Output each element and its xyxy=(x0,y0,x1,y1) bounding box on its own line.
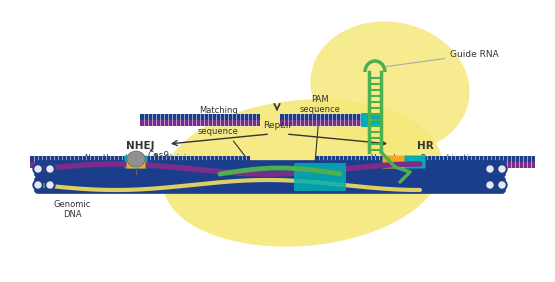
Ellipse shape xyxy=(127,151,145,167)
Circle shape xyxy=(497,164,507,174)
FancyBboxPatch shape xyxy=(35,177,505,193)
Text: Guide RNA: Guide RNA xyxy=(386,50,499,67)
FancyBboxPatch shape xyxy=(35,161,505,177)
Text: Cas9: Cas9 xyxy=(148,151,170,169)
Circle shape xyxy=(485,180,495,190)
Ellipse shape xyxy=(163,99,442,247)
Text: Non-Homologous End Joining: Non-Homologous End Joining xyxy=(84,154,195,163)
FancyBboxPatch shape xyxy=(42,174,498,180)
Circle shape xyxy=(45,180,55,190)
Circle shape xyxy=(499,166,505,172)
FancyBboxPatch shape xyxy=(140,120,260,126)
Text: Matching
genome
sequence: Matching genome sequence xyxy=(198,106,253,167)
FancyBboxPatch shape xyxy=(361,113,381,127)
Circle shape xyxy=(35,182,41,188)
FancyBboxPatch shape xyxy=(30,162,250,168)
FancyBboxPatch shape xyxy=(315,162,535,168)
Circle shape xyxy=(33,180,43,190)
Circle shape xyxy=(487,166,493,172)
Circle shape xyxy=(47,182,53,188)
FancyBboxPatch shape xyxy=(294,163,346,191)
Circle shape xyxy=(487,182,493,188)
Circle shape xyxy=(45,164,55,174)
Circle shape xyxy=(499,182,505,188)
FancyBboxPatch shape xyxy=(382,155,406,169)
Text: Genomic
DNA: Genomic DNA xyxy=(53,200,90,219)
FancyBboxPatch shape xyxy=(140,114,260,120)
FancyBboxPatch shape xyxy=(280,114,380,120)
FancyBboxPatch shape xyxy=(124,155,148,169)
Ellipse shape xyxy=(310,21,470,153)
FancyBboxPatch shape xyxy=(280,120,380,126)
Circle shape xyxy=(33,164,43,174)
Circle shape xyxy=(47,166,53,172)
FancyBboxPatch shape xyxy=(30,156,250,162)
Circle shape xyxy=(497,180,507,190)
Text: HR: HR xyxy=(417,141,433,151)
Text: Repair: Repair xyxy=(264,121,292,130)
Circle shape xyxy=(35,166,41,172)
FancyBboxPatch shape xyxy=(315,156,535,162)
FancyBboxPatch shape xyxy=(405,155,426,169)
Text: NHEJ: NHEJ xyxy=(126,141,154,151)
Text: Homologous Recombination: Homologous Recombination xyxy=(371,154,478,163)
FancyBboxPatch shape xyxy=(127,162,145,169)
Text: PAM
sequence: PAM sequence xyxy=(300,94,340,160)
Circle shape xyxy=(485,164,495,174)
